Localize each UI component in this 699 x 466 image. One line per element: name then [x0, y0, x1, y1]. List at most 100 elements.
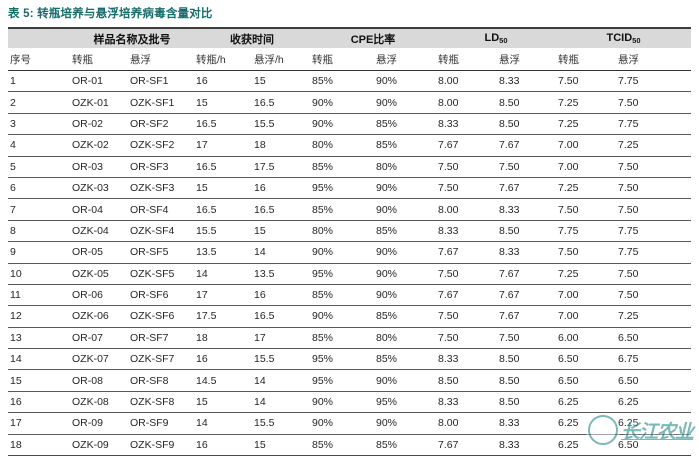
column-header: 悬浮 — [618, 53, 639, 66]
row-index-cell: 2 — [10, 96, 16, 109]
table-cell: OZK-SF8 — [130, 396, 175, 409]
table-cell: 14 — [254, 396, 266, 409]
table-cell: 80% — [312, 224, 334, 237]
row-index-cell: 9 — [10, 246, 16, 259]
table-cell: 7.50 — [438, 267, 459, 280]
table-cell: 17 — [254, 331, 266, 344]
table-cell: 16.5 — [254, 96, 275, 109]
table-cell: OR-SF2 — [130, 117, 169, 130]
table-cell: 85% — [376, 117, 398, 130]
table-cell: OZK-01 — [72, 96, 109, 109]
row-index-cell: 18 — [10, 438, 22, 451]
table-cell: OZK-06 — [72, 310, 109, 323]
table-cell: OZK-SF1 — [130, 96, 175, 109]
table-cell: OR-08 — [72, 374, 103, 387]
table-cell: 90% — [312, 396, 334, 409]
column-group-label: TCID50 — [606, 32, 641, 45]
table-subheader-row: 序号 转瓶 悬浮 转瓶/h 悬浮/h 转瓶 悬浮 转瓶 悬浮 转瓶 悬浮 — [8, 48, 691, 71]
table-cell: OZK-08 — [72, 396, 109, 409]
table-cell: 7.75 — [558, 224, 579, 237]
table-cell: OR-SF6 — [130, 289, 169, 302]
table-cell: 7.00 — [558, 310, 579, 323]
column-group-label: CPE比率 — [350, 33, 396, 46]
table-cell: 7.50 — [438, 310, 459, 323]
table-cell: 85% — [312, 160, 334, 173]
column-header: 转瓶 — [312, 53, 333, 66]
table-cell: 15.5 — [254, 417, 275, 430]
table-cell: OR-SF5 — [130, 246, 169, 259]
column-header: 悬浮 — [499, 53, 520, 66]
table-cell: 6.50 — [618, 438, 639, 451]
row-index-cell: 11 — [10, 289, 21, 302]
table-cell: 14 — [196, 417, 208, 430]
table-cell: 7.50 — [618, 203, 639, 216]
row-index-cell: 17 — [10, 417, 22, 430]
table-cell: 15.5 — [254, 117, 275, 130]
table-cell: 8.50 — [499, 374, 520, 387]
table-row: 2 OZK-01 OZK-SF1 15 16.5 90% 90% 8.00 8.50 7.25 7.… — [8, 92, 691, 114]
table-cell: 15.5 — [254, 353, 275, 366]
table-cell: 90% — [376, 182, 398, 195]
column-header: 转瓶/h — [196, 53, 226, 66]
table-cell: 15.5 — [196, 224, 217, 237]
table-cell: OZK-SF7 — [130, 353, 175, 366]
table-cell: 7.75 — [618, 246, 639, 259]
table-cell: OZK-SF2 — [130, 139, 175, 152]
table-cell: 16 — [196, 75, 208, 88]
table-cell: 15 — [254, 224, 266, 237]
table-cell: 90% — [312, 117, 334, 130]
table-cell: 7.50 — [618, 160, 639, 173]
table-cell: 17 — [196, 289, 208, 302]
table-cell: 14 — [254, 374, 266, 387]
table-row: 1 OR-01 OR-SF1 16 15 85% 90% 8.00 8.33 7.50 7.75 — [8, 71, 691, 93]
table-cell: 15 — [254, 75, 266, 88]
table-cell: 90% — [376, 267, 398, 280]
table-cell: 16 — [196, 438, 208, 451]
column-group-label: 收获时间 — [230, 33, 274, 46]
table-cell: 7.50 — [499, 160, 520, 173]
table-cell: 7.67 — [499, 182, 520, 195]
column-group-label: 样品名称及批号 — [93, 33, 171, 46]
table-cell: 16.5 — [196, 160, 217, 173]
table-cell: 6.00 — [558, 331, 579, 344]
table-cell: 85% — [376, 310, 398, 323]
table-cell: 8.50 — [499, 353, 520, 366]
table-cell: 15 — [196, 396, 208, 409]
table-cell: 6.75 — [618, 353, 639, 366]
table-cell: 8.33 — [438, 353, 459, 366]
table-cell: 7.67 — [499, 289, 520, 302]
table-cell: 85% — [376, 438, 398, 451]
top-rule — [8, 27, 691, 29]
table-cell: 8.33 — [438, 396, 459, 409]
table-cell: 90% — [376, 374, 398, 387]
table-cell: 6.25 — [618, 417, 639, 430]
table-cell: 6.25 — [558, 438, 579, 451]
table-cell: 7.50 — [558, 246, 579, 259]
table-cell: 7.50 — [499, 331, 520, 344]
table-row: 3 OR-02 OR-SF2 16.5 15.5 90% 85% 8.33 8.50 7.25 7.… — [8, 113, 691, 136]
table-row: 15 OR-08 OR-SF8 14.5 14 95% 90% 8.50 8.50 6.50 6.5… — [8, 370, 691, 392]
table-cell: 85% — [312, 289, 334, 302]
table-cell: 90% — [312, 310, 334, 323]
table-cell: 8.33 — [438, 224, 459, 237]
table-cell: 17.5 — [254, 160, 275, 173]
table-row: 5 OR-03 OR-SF3 16.5 17.5 85% 80% 7.50 7.50 7.00 7.… — [8, 156, 691, 178]
table-cell: 14 — [196, 267, 208, 280]
table-cell: 95% — [312, 353, 334, 366]
table-cell: OZK-03 — [72, 182, 109, 195]
table-cell: 7.75 — [618, 224, 639, 237]
table-cell: 7.50 — [438, 160, 459, 173]
table-cell: 7.25 — [558, 182, 579, 195]
table-cell: 8.00 — [438, 203, 459, 216]
table-cell: 8.33 — [499, 438, 520, 451]
table-cell: 8.33 — [499, 246, 520, 259]
table-cell: 8.00 — [438, 417, 459, 430]
table-cell: OR-SF8 — [130, 374, 169, 387]
table-cell: 17 — [196, 139, 208, 152]
table-cell: 7.67 — [438, 289, 459, 302]
row-index-cell: 13 — [10, 331, 22, 344]
table-cell: 85% — [312, 203, 334, 216]
table-body: 1 OR-01 OR-SF1 16 15 85% 90% 8.00 8.33 7.50 7.75 2 O… — [8, 71, 691, 457]
table-row: 14 OZK-07 OZK-SF7 16 15.5 95% 85% 8.33 8.50 6.50 6… — [8, 349, 691, 371]
table-cell: 6.50 — [618, 374, 639, 387]
